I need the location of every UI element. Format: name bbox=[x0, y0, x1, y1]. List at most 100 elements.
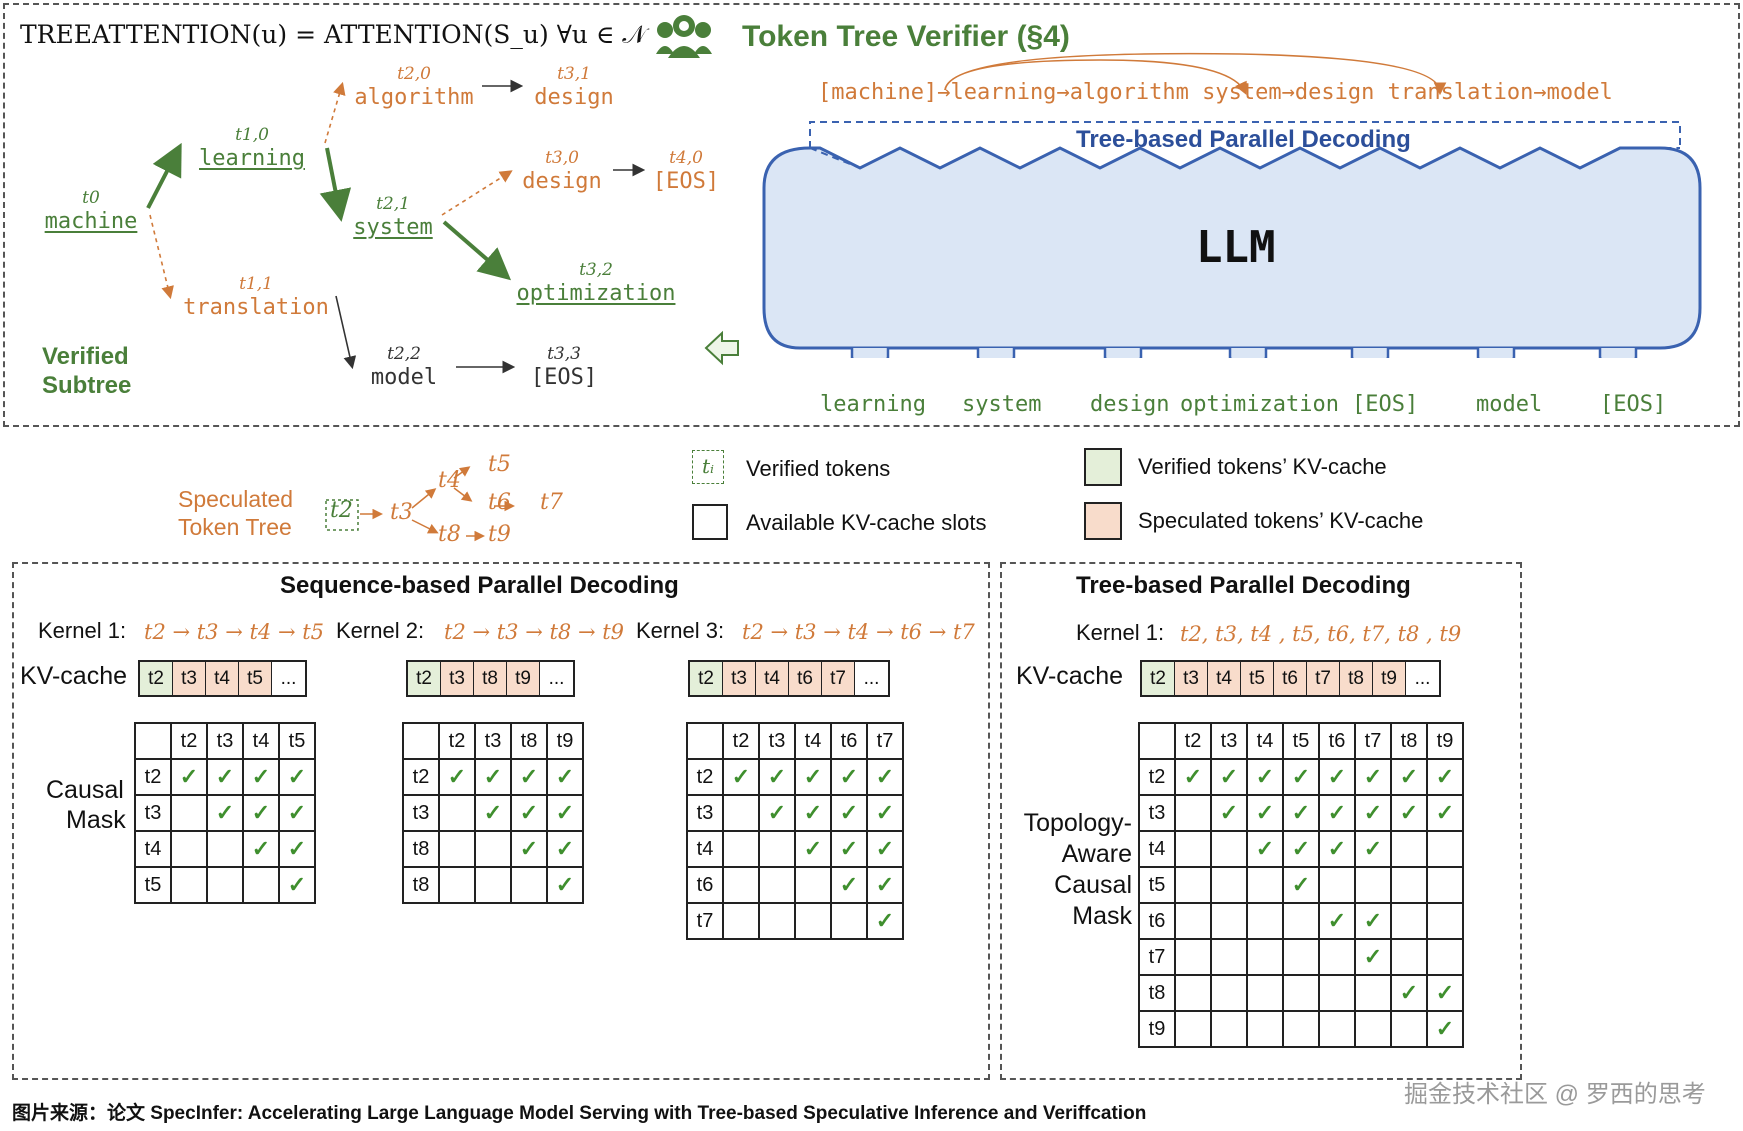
mask-col-header: t9 bbox=[546, 722, 584, 760]
node-symbol: t3,3 bbox=[547, 344, 581, 364]
mask-check: ✓ bbox=[242, 758, 280, 796]
mask-check: ✓ bbox=[1426, 1010, 1464, 1048]
mask-cell bbox=[1174, 830, 1212, 868]
kv-slot: t3 bbox=[441, 662, 474, 695]
mask-check: ✓ bbox=[206, 794, 244, 832]
spec-node-t4: t4 bbox=[438, 468, 461, 493]
output-learning: learning bbox=[820, 392, 926, 417]
mask-col-header: t8 bbox=[510, 722, 548, 760]
mask-cell bbox=[1174, 902, 1212, 940]
mask-row-header: t3 bbox=[1138, 794, 1176, 832]
mask-check: ✓ bbox=[866, 902, 904, 940]
tree-node-eos-b: t3,3 [EOS] bbox=[524, 346, 604, 389]
mask-check: ✓ bbox=[1210, 794, 1248, 832]
mask-cell bbox=[1210, 938, 1248, 976]
mask-cell bbox=[794, 866, 832, 904]
mask-cell bbox=[1390, 1010, 1428, 1048]
mask-check: ✓ bbox=[794, 758, 832, 796]
mask-cell bbox=[1210, 866, 1248, 904]
seq-token-system: system bbox=[1202, 80, 1282, 105]
mask-cell bbox=[1282, 1010, 1320, 1048]
mask-cell bbox=[1426, 866, 1464, 904]
tree-node-eos-a: t4,0 [EOS] bbox=[646, 150, 726, 193]
mask-cell bbox=[1174, 1010, 1212, 1048]
mask-check: ✓ bbox=[794, 794, 832, 832]
mask-row-header: t2 bbox=[1138, 758, 1176, 796]
speculated-tree-label-1: Speculated bbox=[178, 486, 294, 512]
mask-col-header: t2 bbox=[438, 722, 476, 760]
sequence-panel bbox=[12, 562, 990, 1080]
node-word: learning bbox=[199, 146, 305, 171]
mask-col-header: t2 bbox=[722, 722, 760, 760]
legend-verified-token-swatch: tᵢ bbox=[692, 450, 724, 484]
speculated-tree-diagram bbox=[325, 466, 515, 542]
mask-check: ✓ bbox=[206, 758, 244, 796]
node-word: system bbox=[353, 215, 433, 240]
mask-check: ✓ bbox=[1246, 758, 1284, 796]
mask-check: ✓ bbox=[1174, 758, 1212, 796]
mask-check: ✓ bbox=[866, 866, 904, 904]
kv-slot-empty: ... bbox=[548, 667, 565, 689]
mask-col-header: t3 bbox=[1210, 722, 1248, 760]
node-word: [EOS] bbox=[652, 169, 720, 194]
kv-cache-kernel-1: t2 t3 t4 t5 ... bbox=[138, 660, 307, 697]
figure-caption: 图片来源：论文 SpecInfer: Accelerating Large La… bbox=[12, 1103, 1147, 1124]
seq-token-learning: learning bbox=[950, 80, 1057, 105]
mask-check: ✓ bbox=[1318, 830, 1356, 868]
node-symbol: t2,0 bbox=[397, 64, 431, 84]
mask-cell bbox=[1246, 1010, 1284, 1048]
topology-mask-line: Aware bbox=[1061, 840, 1132, 868]
mask-col-header: t5 bbox=[1282, 722, 1320, 760]
mask-col-header: t4 bbox=[242, 722, 280, 760]
legend-available-swatch bbox=[692, 504, 728, 540]
mask-check: ✓ bbox=[546, 830, 584, 868]
mask-corner bbox=[402, 722, 440, 760]
tree-panel-title: Tree-based Parallel Decoding bbox=[1076, 572, 1411, 599]
kv-slot: t8 bbox=[474, 662, 507, 695]
mask-col-header: t6 bbox=[1318, 722, 1356, 760]
mask-cell bbox=[1174, 974, 1212, 1012]
mask-col-header: t3 bbox=[474, 722, 512, 760]
kv-cache-kernel-2: t2 t3 t8 t9 ... bbox=[406, 660, 575, 697]
kernel-3-seq: t2 → t3 → t4 → t6 → t7 bbox=[742, 620, 975, 644]
mask-check: ✓ bbox=[510, 758, 548, 796]
mask-cell bbox=[1318, 1010, 1356, 1048]
mask-check: ✓ bbox=[866, 794, 904, 832]
mask-check: ✓ bbox=[722, 758, 760, 796]
legend-speculated-kv-swatch bbox=[1084, 502, 1122, 540]
mask-col-header: t8 bbox=[1390, 722, 1428, 760]
mask-cell bbox=[1390, 830, 1428, 868]
node-symbol: t4,0 bbox=[669, 148, 703, 168]
kv-slot-empty: ... bbox=[280, 667, 297, 689]
node-symbol: t3,2 bbox=[579, 260, 613, 280]
llm-block bbox=[762, 121, 1702, 358]
legend-verified-kv-swatch bbox=[1084, 448, 1122, 486]
output-eos-a: [EOS] bbox=[1352, 392, 1419, 417]
seq-token-algorithm: algorithm bbox=[1069, 80, 1189, 105]
mask-cell bbox=[758, 830, 796, 868]
mask-col-header: t6 bbox=[830, 722, 868, 760]
mask-row-header: t3 bbox=[134, 794, 172, 832]
node-symbol: t0 bbox=[82, 188, 100, 208]
causal-mask-label-1: Causal bbox=[46, 776, 124, 804]
mask-cell bbox=[1210, 830, 1248, 868]
mask-cell bbox=[170, 794, 208, 832]
mask-check: ✓ bbox=[1354, 938, 1392, 976]
hollow-left-arrow-icon bbox=[704, 330, 739, 366]
mask-check: ✓ bbox=[1282, 794, 1320, 832]
mask-cell bbox=[1174, 794, 1212, 832]
tree-node-learning: t1,0 learning bbox=[192, 127, 312, 170]
mask-row-header: t8 bbox=[1138, 974, 1176, 1012]
mask-cell bbox=[1282, 938, 1320, 976]
mask-cell bbox=[1390, 866, 1428, 904]
mask-cell bbox=[830, 902, 868, 940]
mask-row-header: t2 bbox=[402, 758, 440, 796]
people-verify-icon bbox=[656, 15, 712, 58]
mask-check: ✓ bbox=[1246, 830, 1284, 868]
topology-mask-label: Topology- Aware Causal Mask bbox=[1014, 808, 1132, 932]
mask-check: ✓ bbox=[758, 794, 796, 832]
mask-check: ✓ bbox=[866, 758, 904, 796]
spec-node-t2: t2 bbox=[330, 498, 353, 523]
mask-cell bbox=[1390, 902, 1428, 940]
mask-cell bbox=[722, 902, 760, 940]
